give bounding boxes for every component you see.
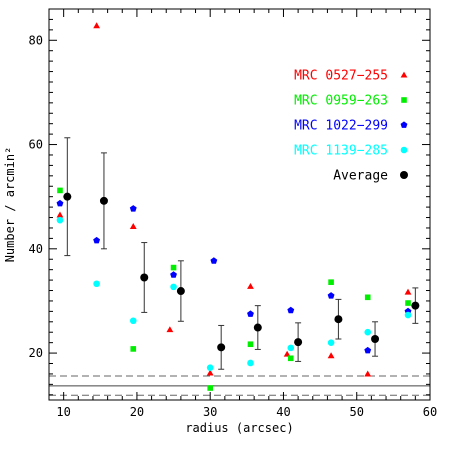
point-pentagon	[210, 257, 218, 264]
average-point	[371, 335, 380, 344]
legend: MRC 0527−255 MRC 0959−263 MRC 1022−299 MRC …	[294, 69, 408, 184]
data-points	[56, 22, 420, 391]
point-square	[247, 341, 254, 348]
legend-marker	[400, 146, 408, 154]
point-triangle	[93, 22, 101, 29]
point-pentagon	[56, 199, 64, 207]
legend-marker	[400, 121, 408, 128]
point-circle	[170, 283, 177, 291]
point-pentagon	[247, 310, 254, 317]
point-circle	[247, 359, 254, 367]
x-tick-label: 50	[350, 405, 364, 419]
average-point	[140, 273, 149, 282]
average-point	[217, 343, 226, 352]
point-triangle	[404, 288, 412, 295]
point-square	[207, 385, 213, 391]
point-circle	[129, 317, 137, 325]
point-pentagon	[287, 306, 295, 314]
point-square	[287, 355, 294, 362]
legend-label: MRC 0527−255	[294, 69, 388, 84]
legend-label: MRC 1022−299	[294, 119, 388, 134]
point-triangle	[166, 326, 174, 333]
x-tick-label: 20	[130, 405, 144, 419]
x-tick-label: 30	[203, 405, 217, 419]
point-pentagon	[327, 292, 335, 299]
legend-marker	[400, 171, 408, 179]
point-triangle	[56, 211, 64, 218]
y-tick-label: 60	[29, 138, 43, 152]
point-square	[364, 294, 371, 301]
legend-label: MRC 1139−285	[294, 144, 388, 159]
point-circle	[93, 280, 100, 288]
point-square	[130, 346, 137, 352]
point-circle	[56, 216, 64, 224]
y-axis-label: Number / arcmin²	[3, 147, 17, 263]
point-circle	[364, 328, 372, 336]
point-triangle	[206, 369, 214, 376]
point-circle	[206, 364, 214, 371]
point-circle	[327, 339, 335, 346]
point-triangle	[129, 222, 137, 229]
average-point	[334, 315, 343, 324]
y-tick-label: 20	[29, 346, 43, 360]
average-point	[294, 338, 303, 347]
average-point	[411, 301, 420, 310]
point-triangle	[283, 350, 291, 357]
legend-label: MRC 0959−263	[294, 94, 388, 109]
y-tick-label: 80	[29, 33, 43, 47]
point-triangle	[247, 282, 254, 289]
point-square	[170, 264, 177, 271]
legend-marker	[401, 97, 407, 103]
average-point	[63, 192, 72, 201]
plot-frame	[48, 8, 431, 401]
legend-marker	[400, 71, 408, 78]
point-pentagon	[129, 205, 137, 212]
average-point	[99, 196, 108, 205]
point-square	[405, 300, 411, 306]
point-circle	[287, 344, 295, 352]
axis-ticks: 10 20 30 40 50 60 20 40 60 80	[29, 8, 437, 419]
reference-lines	[49, 375, 430, 396]
point-pentagon	[93, 236, 101, 244]
x-tick-label: 40	[276, 405, 290, 419]
x-axis-label: radius (arcsec)	[185, 421, 293, 435]
y-tick-label: 40	[29, 242, 43, 256]
average-point	[253, 323, 262, 332]
point-square	[57, 187, 63, 194]
average-point	[176, 287, 185, 296]
x-tick-label: 60	[423, 405, 437, 419]
point-triangle	[364, 370, 372, 377]
point-pentagon	[364, 346, 372, 354]
point-triangle	[327, 352, 335, 359]
point-pentagon	[170, 271, 177, 278]
point-square	[328, 279, 334, 285]
x-tick-label: 10	[56, 405, 70, 419]
point-circle	[404, 311, 412, 319]
legend-label: Average	[333, 169, 388, 184]
